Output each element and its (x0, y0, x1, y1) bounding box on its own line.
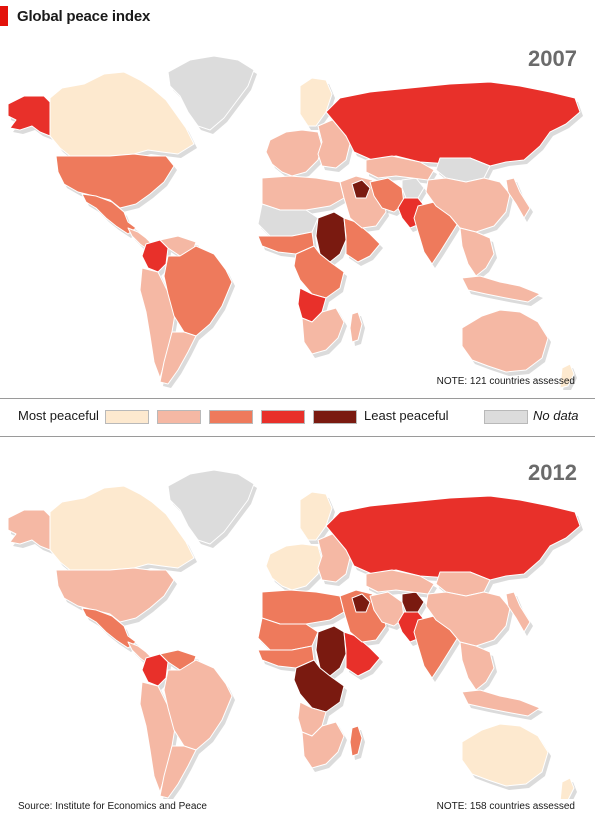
region-central-asia (365, 155, 435, 181)
region-china (425, 177, 511, 233)
region-central-asia (365, 569, 435, 595)
source-credit: Source: Institute for Economics and Peac… (18, 801, 207, 812)
region-usa (55, 567, 175, 623)
region-russia (325, 495, 581, 581)
region-sudan (315, 211, 347, 263)
region-southern-cone (159, 331, 197, 385)
region-western-europe (265, 543, 323, 591)
region-brazil (163, 659, 233, 751)
region-north-africa (261, 175, 345, 211)
region-australia (461, 309, 549, 373)
map-panel-2007: 2007 NOTE: 121 countries assessed (0, 32, 595, 390)
region-australia (461, 723, 549, 787)
legend-swatch-2 (157, 410, 201, 424)
footer: Source: Institute for Economics and Peac… (0, 801, 595, 817)
map-regions (7, 55, 583, 390)
region-central-africa (293, 659, 345, 713)
region-madagascar (349, 725, 363, 757)
region-korea-japan (505, 177, 531, 219)
region-southern-africa (301, 307, 345, 355)
legend-most-peaceful: Most peaceful (18, 408, 99, 423)
legend: Most peaceful Least peaceful No data (0, 403, 595, 431)
region-se-asia (459, 227, 495, 277)
region-new-zealand (559, 777, 575, 799)
legend-swatch-nodata (484, 410, 528, 424)
region-iraq (351, 179, 371, 199)
region-usa (55, 153, 175, 209)
legend-bottom-rule (0, 436, 595, 437)
region-central-africa (293, 245, 345, 299)
brand-tab (0, 6, 8, 26)
region-indonesia (461, 275, 541, 303)
year-label: 2007 (528, 46, 577, 71)
map-panel-2012: 2012 (0, 446, 595, 799)
region-iraq (351, 593, 371, 613)
region-western-europe (265, 129, 323, 177)
region-sudan (315, 625, 347, 677)
region-southern-africa (301, 721, 345, 769)
chart-title: Global peace index (17, 7, 151, 25)
region-greenland (167, 55, 255, 131)
region-alaska (7, 509, 51, 551)
region-scandinavia (299, 77, 333, 127)
region-korea-japan (505, 591, 531, 633)
legend-swatch-1 (105, 410, 149, 424)
region-new-zealand (559, 363, 575, 389)
region-north-africa (261, 589, 345, 625)
region-china (425, 591, 511, 647)
region-southern-cone (159, 745, 197, 799)
region-russia (325, 81, 581, 167)
legend-top-rule (0, 398, 595, 399)
world-map-2012 (7, 469, 583, 799)
map-regions (7, 469, 583, 799)
region-se-asia (459, 641, 495, 691)
countries-note: NOTE: 158 countries assessed (436, 801, 575, 812)
legend-swatch-3 (209, 410, 253, 424)
region-greenland (167, 469, 255, 545)
legend-swatch-4 (261, 410, 305, 424)
year-label: 2012 (528, 460, 577, 485)
countries-note: NOTE: 121 countries assessed (436, 376, 575, 387)
region-indonesia (461, 689, 541, 717)
chart-header: Global peace index (0, 6, 150, 26)
legend-no-data: No data (533, 408, 579, 423)
legend-swatch-5 (313, 410, 357, 424)
region-alaska (7, 95, 51, 137)
region-madagascar (349, 311, 363, 343)
legend-least-peaceful: Least peaceful (364, 408, 449, 423)
world-map-2007 (7, 55, 583, 390)
region-scandinavia (299, 491, 333, 541)
region-brazil (163, 245, 233, 337)
